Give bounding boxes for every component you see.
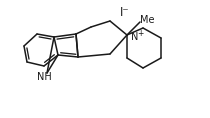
Text: N: N [131,32,138,42]
Text: NH: NH [37,72,51,82]
Text: +: + [137,29,143,38]
Text: Me: Me [140,15,154,25]
Text: I⁻: I⁻ [120,6,130,19]
